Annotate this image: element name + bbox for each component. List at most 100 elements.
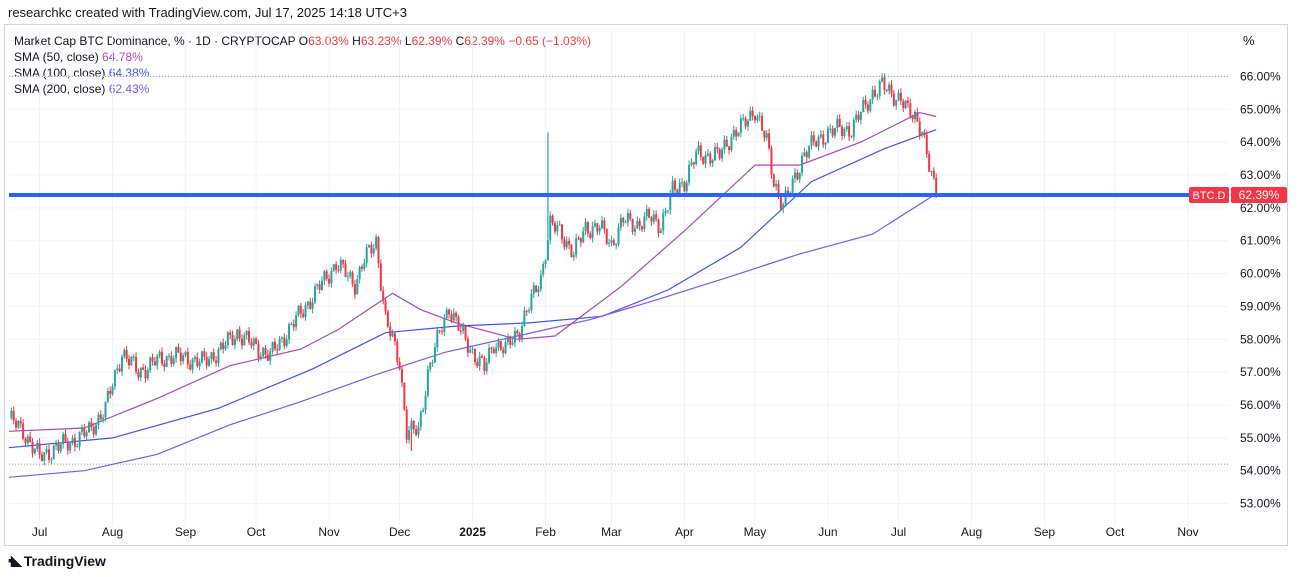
candle-body xyxy=(375,236,378,249)
candle-body xyxy=(591,226,594,238)
candle-body xyxy=(217,349,220,364)
sma-200-row[interactable]: SMA (200, close) 62.43% xyxy=(14,81,591,97)
candle-body xyxy=(549,215,552,241)
candle-body xyxy=(408,430,411,440)
chart-credit: researchkc created with TradingView.com,… xyxy=(8,5,408,20)
candle-body xyxy=(288,324,291,340)
candle-body xyxy=(521,326,524,339)
ohlc-open: O63.03% xyxy=(298,34,349,48)
x-tick-label: Jul xyxy=(32,525,47,539)
candle-body xyxy=(459,330,462,332)
candle-body xyxy=(874,89,877,97)
candle-body xyxy=(264,347,267,355)
candle-body xyxy=(128,359,131,366)
candle-body xyxy=(172,358,175,364)
candle-body xyxy=(445,309,448,319)
candle-body xyxy=(589,233,592,238)
candle-body xyxy=(97,414,100,425)
candle-body xyxy=(784,190,787,205)
x-tick-label: Dec xyxy=(389,525,410,539)
chart-frame xyxy=(4,24,1288,546)
candle-body xyxy=(610,240,613,243)
candle-body xyxy=(320,280,323,290)
candle-body xyxy=(535,285,538,293)
tradingview-logo[interactable]: ▪◣ TradingView xyxy=(8,552,106,569)
candle-body xyxy=(316,284,319,287)
y-tick-label: 55.00% xyxy=(1240,431,1281,445)
candle-body xyxy=(255,338,258,345)
candle-body xyxy=(709,153,712,164)
x-tick-label: May xyxy=(744,525,767,539)
candle-body xyxy=(118,368,121,372)
candle-body xyxy=(556,225,559,232)
candle-body xyxy=(626,213,629,223)
chart-legend: Market Cap BTC Dominance, % · 1D · CRYPT… xyxy=(14,33,591,97)
candle-body xyxy=(71,438,74,443)
candle-body xyxy=(782,204,785,209)
candle-body xyxy=(200,351,203,363)
candle-body xyxy=(843,128,846,136)
candle-body xyxy=(810,135,813,147)
candle-body xyxy=(210,352,213,360)
candle-body xyxy=(681,182,684,184)
symbol-row[interactable]: Market Cap BTC Dominance, % · 1D · CRYPT… xyxy=(14,33,591,49)
candle-body xyxy=(17,421,20,428)
candle-body xyxy=(66,441,69,451)
candle-body xyxy=(819,134,822,137)
candle-body xyxy=(153,361,156,366)
candle-body xyxy=(636,220,639,229)
candle-body xyxy=(64,434,67,442)
candle-body xyxy=(577,238,580,240)
candle-body xyxy=(695,151,698,165)
candle-body xyxy=(285,339,288,346)
candle-body xyxy=(617,227,620,245)
candle-body xyxy=(657,219,660,233)
candle-body xyxy=(805,152,808,158)
candle-body xyxy=(904,100,907,109)
candle-body xyxy=(899,92,902,102)
candle-body xyxy=(457,316,460,331)
candle-body xyxy=(857,114,860,120)
candle-body xyxy=(377,236,380,264)
candle-body xyxy=(436,330,439,348)
candle-body xyxy=(652,214,655,222)
candle-body xyxy=(38,442,41,455)
candle-body xyxy=(15,420,18,428)
candle-body xyxy=(422,409,425,412)
candle-body xyxy=(506,336,509,343)
candle-body xyxy=(339,259,342,271)
candle-body xyxy=(280,337,283,339)
candle-body xyxy=(723,139,726,150)
x-tick-label: Oct xyxy=(247,525,266,539)
candle-body xyxy=(669,193,672,211)
candle-body xyxy=(424,395,427,410)
candle-body xyxy=(481,356,484,358)
unit-selector[interactable]: % xyxy=(1243,33,1255,48)
candle-body xyxy=(292,323,295,328)
candle-body xyxy=(184,352,187,356)
candle-body xyxy=(775,184,778,187)
candle-body xyxy=(448,309,451,315)
candle-body xyxy=(156,355,159,366)
x-tick-label: Jun xyxy=(818,525,837,539)
candle-body xyxy=(233,339,236,345)
candle-body xyxy=(532,285,535,294)
candle-body xyxy=(758,116,761,118)
candle-body xyxy=(895,99,898,106)
candle-body xyxy=(678,182,681,193)
candle-body xyxy=(248,331,251,343)
candle-body xyxy=(76,446,79,448)
candle-body xyxy=(302,313,305,318)
candle-body xyxy=(370,244,373,254)
price-change: −0.65 (−1.03%) xyxy=(508,34,592,48)
candle-body xyxy=(713,147,716,161)
x-tick-label: Oct xyxy=(1106,525,1125,539)
candle-body xyxy=(386,311,389,327)
x-tick-label: Nov xyxy=(318,525,339,539)
candle-body xyxy=(142,367,145,370)
candle-body xyxy=(450,314,453,321)
candle-body xyxy=(130,356,133,366)
candle-body xyxy=(191,359,194,370)
candle-body xyxy=(466,338,469,353)
